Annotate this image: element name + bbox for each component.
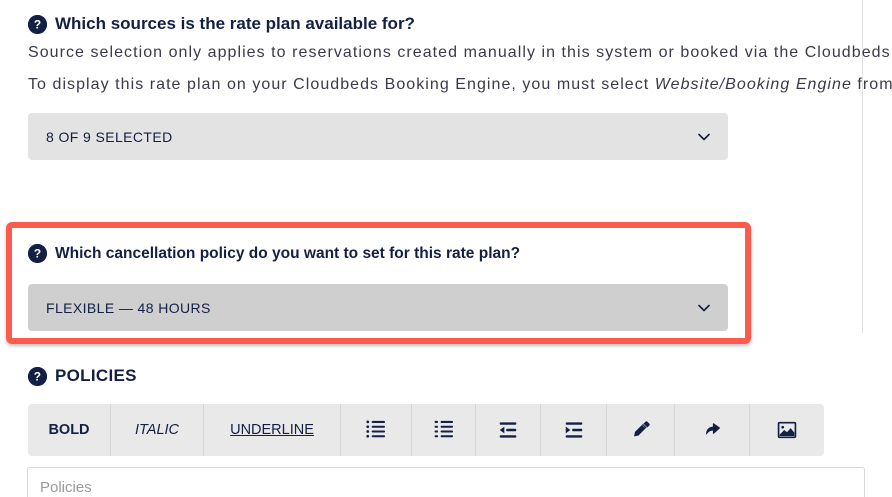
svg-text:?: ? [34,369,42,383]
svg-text:?: ? [34,247,41,261]
svg-text:?: ? [34,17,41,31]
